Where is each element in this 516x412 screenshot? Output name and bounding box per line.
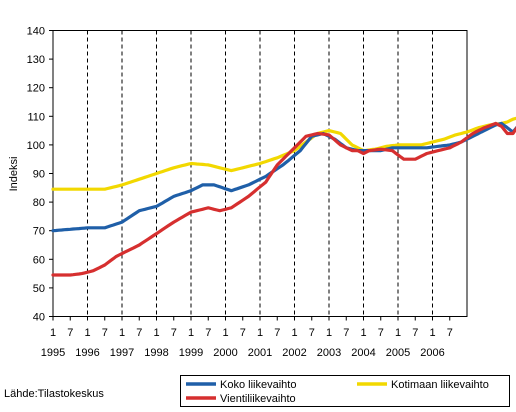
series-line-0	[51, 121, 516, 233]
x-tick-year-label: 2006	[420, 347, 444, 359]
y-axis-label: Indeksi	[8, 157, 20, 192]
x-tick-month-label: 1	[50, 327, 56, 339]
x-tick-month-label: 7	[343, 327, 349, 339]
x-tick-month-label: 1	[84, 327, 90, 339]
legend-label: Koko liikevaihto	[220, 379, 296, 391]
x-tick-month-label: 7	[136, 327, 142, 339]
y-tick-label: 70	[33, 226, 45, 238]
x-tick-year-label: 1999	[179, 347, 203, 359]
x-tick-year-label: 1998	[144, 347, 168, 359]
x-tick-month-label: 7	[378, 327, 384, 339]
x-tick-month-label: 1	[429, 327, 435, 339]
x-tick-year-label: 1996	[75, 347, 99, 359]
y-tick-label: 60	[33, 254, 45, 266]
x-tick-month-label: 1	[257, 327, 263, 339]
x-tick-month-label: 7	[412, 327, 418, 339]
y-tick-label: 100	[27, 140, 45, 152]
legend: Koko liikevaihto Vientiliikevaihto Kotimaa…	[180, 375, 510, 407]
x-tick-month-label: 1	[291, 327, 297, 339]
y-tick-label: 90	[33, 169, 45, 181]
x-tick-month-label: 1	[326, 327, 332, 339]
x-tick-month-label: 1	[360, 327, 366, 339]
x-tick-month-label: 7	[205, 327, 211, 339]
x-tick-month-label: 7	[67, 327, 73, 339]
x-tick-month-label: 7	[240, 327, 246, 339]
x-tick-month-label: 7	[447, 327, 453, 339]
y-tick-label: 50	[33, 283, 45, 295]
legend-box	[180, 375, 510, 407]
x-tick-month-label: 1	[119, 327, 125, 339]
x-tick-year-label: 1995	[41, 347, 65, 359]
x-tick-month-label: 1	[188, 327, 194, 339]
x-tick-year-label: 2003	[317, 347, 341, 359]
x-tick-year-label: 1997	[110, 347, 134, 359]
x-tick-month-label: 7	[274, 327, 280, 339]
y-tick-label: 110	[27, 111, 45, 123]
x-tick-month-label: 1	[395, 327, 401, 339]
y-tick-label: 130	[27, 54, 45, 66]
y-tick-label: 140	[27, 26, 45, 38]
x-tick-month-label: 7	[102, 327, 108, 339]
y-axis: 40 50 60 70 80 90 100 110 120 130 140	[27, 26, 53, 324]
y-tick-label: 80	[33, 197, 45, 209]
x-tick-month-label: 7	[171, 327, 177, 339]
series-lines	[51, 116, 516, 277]
x-tick-year-label: 2000	[213, 347, 237, 359]
y-tick-label: 40	[33, 312, 45, 324]
x-tick-year-label: 2005	[386, 347, 410, 359]
source-label: Lähde:Tilastokeskus	[4, 388, 104, 400]
series-line-1	[51, 121, 516, 277]
x-tick-month-label: 1	[222, 327, 228, 339]
vertical-grid	[87, 30, 433, 317]
x-tick-month-label: 7	[309, 327, 315, 339]
legend-label: Vientiliikevaihto	[220, 393, 296, 405]
x-tick-month-label: 1	[153, 327, 159, 339]
x-tick-year-label: 2002	[282, 347, 306, 359]
x-tick-year-label: 2004	[351, 347, 375, 359]
y-tick-label: 120	[27, 83, 45, 95]
x-tick-year-label: 2001	[248, 347, 272, 359]
legend-label: Kotimaan liikevaihto	[391, 379, 489, 391]
